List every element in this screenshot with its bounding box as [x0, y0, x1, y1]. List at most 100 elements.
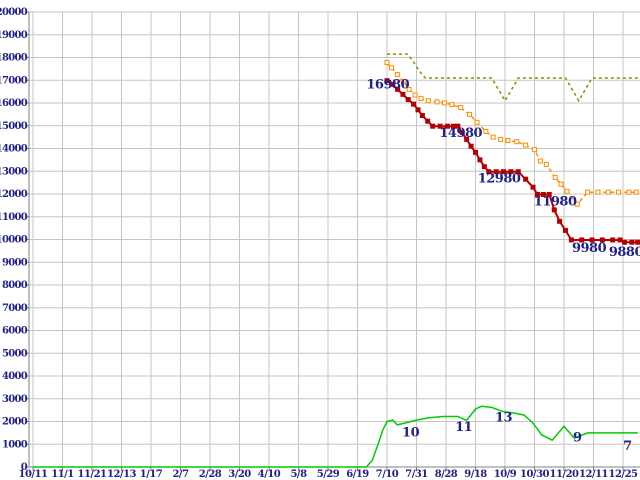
marker-avg-price [394, 72, 400, 78]
marker-avg-price [418, 95, 424, 101]
y-tick-label: 6000 [2, 326, 28, 337]
marker-min-price [477, 157, 483, 163]
x-tick-label: 3/20 [228, 469, 251, 480]
marker-min-price [430, 123, 436, 129]
x-tick-label: 10/30 [520, 469, 550, 480]
x-tick-label: 10/9 [494, 469, 517, 480]
marker-avg-price [633, 189, 639, 195]
marker-avg-price [490, 134, 496, 140]
marker-min-price [635, 239, 640, 245]
y-tick-label: 16000 [0, 98, 28, 109]
marker-min-price [425, 118, 431, 124]
marker-avg-price [434, 99, 440, 105]
marker-avg-price [442, 100, 448, 106]
marker-min-price [534, 191, 540, 197]
data-labels: 16980 14980 12980 11980 9980 9880 10 11 13 9 7 [366, 78, 640, 454]
y-tick-label: 4000 [2, 371, 28, 382]
data-label-9980: 9980 [572, 241, 607, 256]
x-tick-label: 11/21 [78, 469, 107, 480]
marker-avg-price [595, 189, 601, 195]
x-tick-label: 9/18 [464, 469, 487, 480]
x-tick-label: 11/20 [550, 469, 580, 480]
x-tick-label: 12/13 [107, 469, 137, 480]
y-tick-label: 20000 [0, 7, 28, 18]
marker-avg-price [532, 147, 537, 153]
y-tick-label: 8000 [2, 280, 28, 291]
marker-min-price [523, 176, 529, 182]
y-tick-label: 0 [21, 462, 28, 473]
y-tick-label: 15000 [0, 121, 28, 132]
series-line-min-price [386, 79, 638, 244]
data-label-9: 9 [573, 430, 582, 445]
x-tick-label: 10/11 [19, 469, 48, 480]
marker-min-price [400, 91, 406, 97]
marker-min-price [551, 207, 557, 213]
marker-avg-price [626, 189, 632, 195]
marker-avg-price [474, 119, 480, 125]
marker-min-price [562, 227, 568, 233]
marker-min-price [486, 169, 492, 175]
marker-avg-price [564, 188, 570, 194]
marker-min-price [629, 239, 635, 245]
marker-min-price [459, 130, 465, 136]
marker-avg-price [574, 201, 580, 207]
y-tick-label: 18000 [0, 53, 28, 64]
marker-avg-price [605, 189, 611, 195]
data-label-12980: 12980 [478, 172, 521, 187]
marker-min-price [493, 169, 499, 175]
marker-min-price [411, 101, 417, 107]
marker-min-price [384, 78, 390, 84]
data-label-11: 11 [455, 420, 472, 435]
y-tick-label: 3000 [2, 394, 28, 405]
y-tick-label: 9000 [2, 257, 28, 268]
x-tick-label: 11/1 [51, 469, 74, 480]
marker-avg-price [458, 105, 464, 111]
series-line-max-price [387, 53, 638, 103]
marker-min-price [437, 123, 443, 129]
x-tick-label: 2/28 [199, 469, 222, 480]
marker-min-price [473, 149, 478, 155]
y-tick-label: 10000 [0, 235, 28, 246]
data-label-13: 13 [495, 410, 513, 425]
data-label-7: 7 [623, 439, 632, 454]
marker-min-price [579, 237, 585, 243]
data-label-9880: 9880 [609, 245, 640, 260]
marker-min-price [405, 97, 411, 103]
marker-min-price [508, 169, 514, 175]
x-tick-label: 4/10 [258, 469, 281, 480]
marker-avg-price [406, 86, 412, 92]
data-label-16980: 16980 [366, 78, 409, 93]
data-label-10: 10 [402, 426, 420, 441]
marker-avg-price [400, 78, 406, 84]
x-tick-label: 5/8 [290, 469, 307, 480]
marker-min-price [589, 237, 595, 243]
marker-avg-price [505, 138, 511, 144]
y-tick-label: 11000 [0, 212, 28, 223]
marker-avg-price [514, 139, 520, 145]
marker-min-price [455, 123, 461, 129]
data-label-14980: 14980 [439, 126, 482, 141]
x-tick-label: 12/25 [609, 469, 639, 480]
series-max-price [387, 53, 638, 103]
x-axis-labels: 10/11 11/1 11/21 12/13 1/17 2/7 2/28 3/20 4/10 5/… [19, 469, 639, 480]
marker-avg-price [543, 161, 549, 167]
marker-avg-price [498, 136, 504, 142]
y-tick-label: 12000 [0, 189, 28, 200]
series-min-price [384, 78, 640, 245]
x-tick-label: 1/17 [140, 469, 163, 480]
marker-min-price [610, 237, 616, 243]
x-tick-label: 7/10 [376, 469, 399, 480]
marker-min-price [568, 237, 574, 243]
series-line-store-count-x200 [33, 405, 638, 468]
y-tick-label: 14000 [0, 144, 28, 155]
marker-avg-price [616, 189, 622, 195]
data-label-11980: 11980 [534, 194, 577, 209]
y-tick-label: 2000 [2, 417, 28, 428]
marker-avg-price [523, 142, 529, 148]
marker-min-price [395, 86, 401, 92]
marker-avg-price [384, 60, 390, 66]
marker-avg-price [552, 174, 558, 180]
marker-min-price [419, 113, 425, 119]
